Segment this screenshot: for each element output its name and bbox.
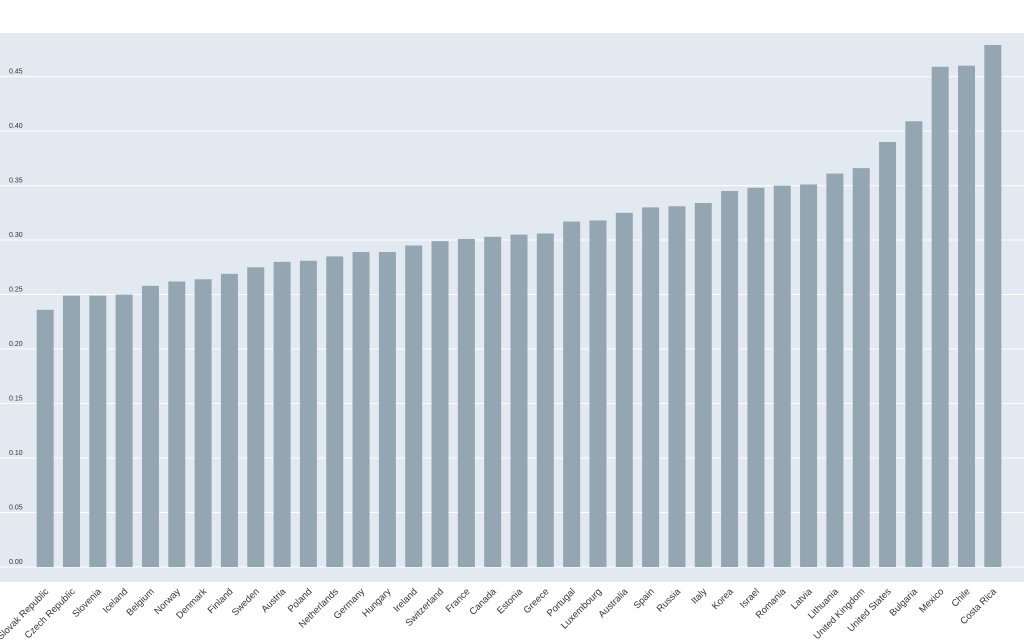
x-tick-label: Spain <box>632 586 657 611</box>
bar <box>378 252 396 567</box>
x-tick-label: Bulgaria <box>888 586 921 619</box>
y-tick-label: 0.45 <box>9 69 23 76</box>
bar <box>168 281 186 567</box>
x-tick-label: Australia <box>596 586 630 620</box>
bar <box>431 241 449 568</box>
bar <box>299 260 317 567</box>
x-tick-label: Belgium <box>125 586 157 618</box>
x-tick-label: Russia <box>655 586 684 615</box>
bar <box>247 267 265 567</box>
x-tick-label: Chile <box>950 586 973 609</box>
bars <box>36 44 1002 568</box>
bar <box>905 121 923 567</box>
bar <box>694 203 712 567</box>
bar <box>931 66 949 567</box>
bar <box>773 185 791 568</box>
bar <box>589 220 607 568</box>
x-tick-label: Slovenia <box>70 586 104 620</box>
y-tick-label: 0.40 <box>9 123 23 130</box>
bar <box>405 245 423 568</box>
bar <box>194 279 212 567</box>
y-tick-label: 0.30 <box>9 232 23 239</box>
x-tick-label: Austria <box>260 586 289 615</box>
bar <box>115 294 133 567</box>
x-tick-label: Canada <box>467 586 499 618</box>
bar <box>721 191 739 568</box>
y-tick-label: 0.05 <box>9 505 23 512</box>
y-tick-label: 0.20 <box>9 341 23 348</box>
y-tick-label: 0.25 <box>9 287 23 294</box>
bar <box>89 295 107 567</box>
x-tick-label: Mexico <box>917 586 946 615</box>
bar <box>879 141 897 567</box>
y-tick-label: 0.15 <box>9 396 23 403</box>
bar <box>36 309 54 567</box>
bar <box>484 236 502 567</box>
x-tick-label: Israel <box>738 586 762 610</box>
y-tick-label: 0.10 <box>9 450 23 457</box>
bar <box>62 295 80 567</box>
bar <box>352 252 370 567</box>
bar <box>958 65 976 567</box>
bar <box>852 168 870 567</box>
bar <box>642 207 660 567</box>
y-tick-label: 0.00 <box>9 559 23 566</box>
bar <box>563 221 581 567</box>
bar <box>826 173 844 567</box>
bar <box>141 285 159 567</box>
bar <box>984 44 1002 568</box>
y-axis-tick-labels: 0.00 0.05 0.10 0.15 0.20 0.25 0.30 0.35 0.40 0.45 <box>9 69 23 566</box>
x-tick-label: Estonia <box>495 586 526 617</box>
bar <box>510 234 528 567</box>
bar <box>457 238 475 567</box>
bar <box>668 206 686 567</box>
bar <box>615 212 633 567</box>
x-tick-label: Hungary <box>360 586 393 619</box>
y-tick-label: 0.35 <box>9 178 23 185</box>
bar <box>326 256 344 567</box>
x-tick-label: Italy <box>689 586 709 606</box>
bar <box>800 184 818 567</box>
bar <box>747 187 765 567</box>
x-tick-label: Sweden <box>230 586 262 618</box>
bar <box>273 261 291 567</box>
x-tick-label: Korea <box>710 586 736 612</box>
bar <box>536 233 554 567</box>
bar <box>220 273 238 567</box>
